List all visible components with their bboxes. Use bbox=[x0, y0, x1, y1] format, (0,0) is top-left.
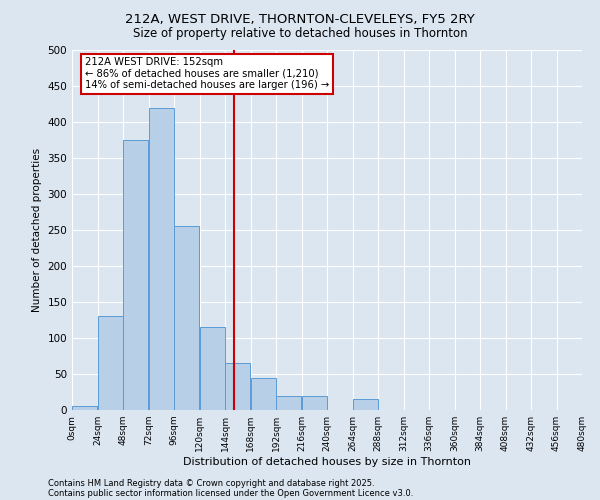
Bar bbox=[277, 396, 301, 410]
Bar bbox=[98, 316, 122, 410]
Bar bbox=[149, 108, 173, 410]
Text: Contains HM Land Registry data © Crown copyright and database right 2025.: Contains HM Land Registry data © Crown c… bbox=[48, 478, 374, 488]
Text: Size of property relative to detached houses in Thornton: Size of property relative to detached ho… bbox=[133, 28, 467, 40]
Bar bbox=[226, 363, 250, 410]
Bar bbox=[73, 406, 97, 410]
Bar bbox=[124, 140, 148, 410]
Bar bbox=[353, 399, 377, 410]
Bar bbox=[302, 396, 326, 410]
Text: 212A, WEST DRIVE, THORNTON-CLEVELEYS, FY5 2RY: 212A, WEST DRIVE, THORNTON-CLEVELEYS, FY… bbox=[125, 12, 475, 26]
Text: Contains public sector information licensed under the Open Government Licence v3: Contains public sector information licen… bbox=[48, 488, 413, 498]
Bar bbox=[175, 226, 199, 410]
Bar bbox=[251, 378, 275, 410]
Y-axis label: Number of detached properties: Number of detached properties bbox=[32, 148, 42, 312]
X-axis label: Distribution of detached houses by size in Thornton: Distribution of detached houses by size … bbox=[183, 457, 471, 467]
Bar bbox=[200, 327, 224, 410]
Text: 212A WEST DRIVE: 152sqm
← 86% of detached houses are smaller (1,210)
14% of semi: 212A WEST DRIVE: 152sqm ← 86% of detache… bbox=[85, 57, 329, 90]
